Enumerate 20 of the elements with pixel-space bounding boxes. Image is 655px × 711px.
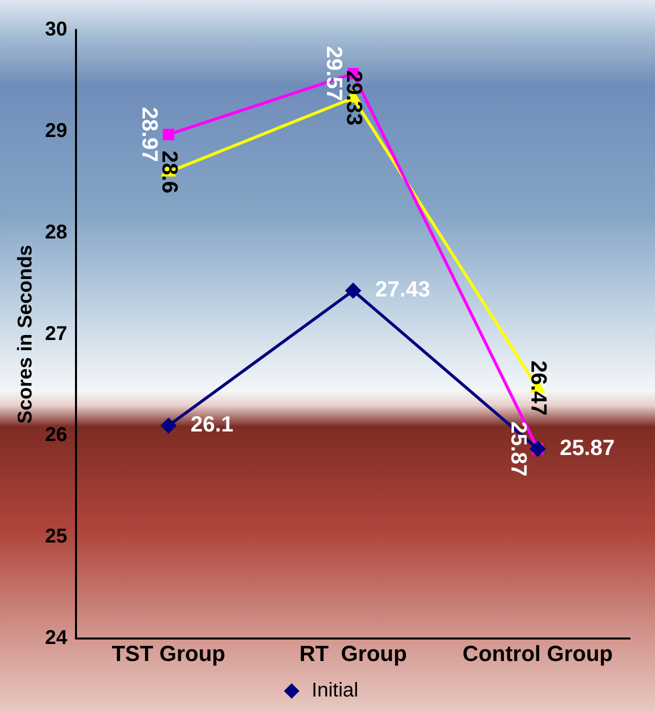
y-tick-label: 27 [44, 322, 68, 345]
data-label: 25.87 [560, 434, 615, 460]
x-tick-label: TST Group [112, 640, 226, 666]
point [162, 128, 174, 140]
y-tick-label: 29 [44, 120, 68, 142]
data-label: 27.43 [375, 276, 430, 302]
legend-label: Initial [312, 680, 358, 702]
y-tick-label: 25 [44, 526, 68, 548]
y-tick-label: 26 [44, 424, 68, 446]
data-label: 25.87 [506, 421, 532, 476]
data-label: 26.47 [526, 360, 552, 416]
y-tick-label: 30 [44, 18, 68, 41]
x-tick-label: RT Group [299, 640, 407, 666]
x-tick-label: Control Group [462, 640, 613, 666]
point [161, 418, 176, 434]
y-tick-label: 28 [44, 221, 68, 244]
y-tick-label: 24 [44, 627, 68, 650]
y-axis-title: Scores in Seconds [14, 244, 37, 424]
point [346, 283, 361, 298]
data-label: 26.1 [190, 412, 234, 437]
